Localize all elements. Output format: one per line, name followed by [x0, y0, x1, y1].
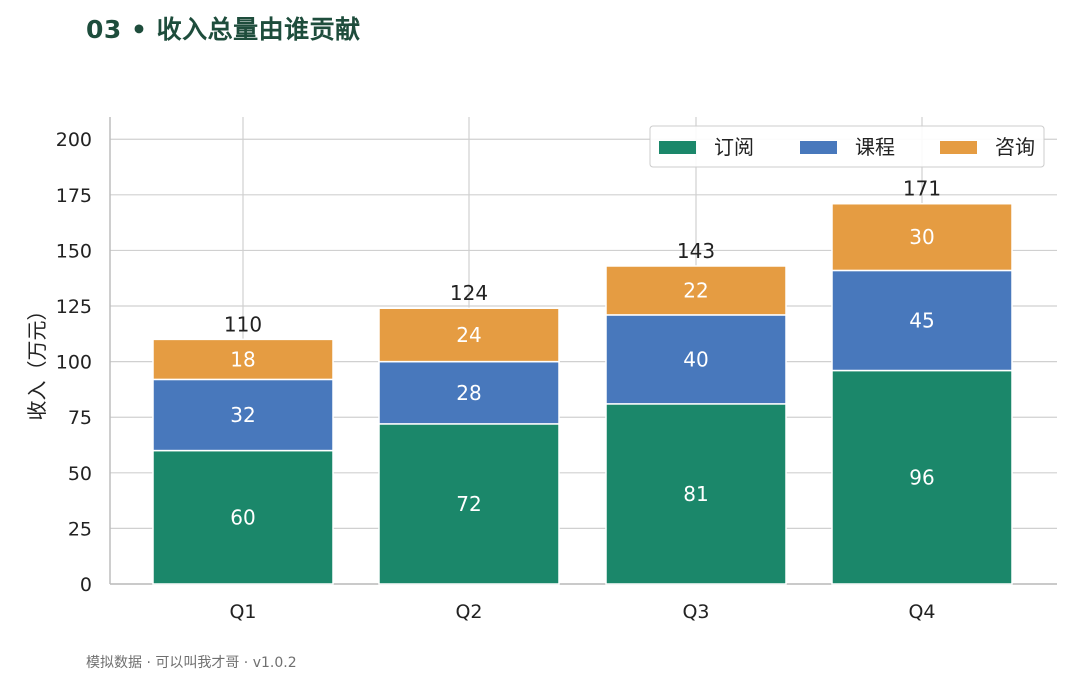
segment-label: 30 [909, 225, 934, 249]
segment-label: 32 [230, 403, 255, 427]
x-tick-label: Q3 [682, 601, 709, 623]
bar-segment [605, 403, 787, 585]
y-tick-label: 0 [80, 574, 92, 596]
total-label: 124 [450, 281, 488, 305]
bar-segment [152, 449, 334, 585]
bar-segment [605, 265, 787, 316]
footer-note: 模拟数据 · 可以叫我才哥 · v1.0.2 [86, 655, 297, 671]
legend: 订阅 课程 咨询 [649, 125, 1045, 168]
x-tick-label: Q4 [908, 601, 935, 623]
legend-label: 咨询 [995, 135, 1035, 159]
bar-segment [831, 369, 1013, 585]
legend-swatch [940, 141, 977, 154]
bar-segment [378, 360, 560, 425]
bars [152, 202, 1013, 585]
total-label: 171 [903, 177, 941, 201]
legend-label: 订阅 [714, 135, 754, 159]
y-tick-label: 150 [56, 240, 92, 262]
segment-label: 22 [683, 278, 708, 302]
y-tick-label: 100 [56, 352, 92, 374]
bar-segment [378, 423, 560, 585]
segment-label: 24 [456, 323, 481, 347]
legend-swatch [800, 141, 837, 154]
legend-box [649, 125, 1045, 168]
y-tick-label: 125 [56, 296, 92, 318]
y-tick-label: 75 [68, 407, 92, 429]
total-label: 110 [224, 312, 262, 336]
bar-segment [152, 378, 334, 452]
segment-label: 96 [909, 465, 934, 489]
segment-label: 45 [909, 308, 934, 332]
segment-label: 18 [230, 347, 255, 371]
y-tick-label: 50 [68, 463, 92, 485]
y-tick-label: 175 [56, 185, 92, 207]
bar-segment [831, 202, 1013, 272]
y-tick-label: 25 [68, 518, 92, 540]
x-tick-label: Q2 [455, 601, 482, 623]
segment-label: 72 [456, 492, 481, 516]
y-tick-label: 200 [56, 129, 92, 151]
x-tick-label: Q1 [229, 601, 256, 623]
segment-label: 60 [230, 505, 255, 529]
segment-label: 81 [683, 482, 708, 506]
bar-segment [152, 338, 334, 381]
bar-segment [831, 269, 1013, 372]
segment-label: 40 [683, 347, 708, 371]
legend-swatch [659, 141, 696, 154]
y-axis-label: 收入（万元） [25, 301, 49, 421]
total-label: 143 [677, 239, 715, 263]
bar-segment [378, 307, 560, 363]
page-title: 03 • 收入总量由谁贡献 [86, 15, 361, 44]
segment-label: 28 [456, 381, 481, 405]
legend-label: 课程 [855, 135, 895, 159]
data-labels: 60 32 18 110 72 28 24 124 81 40 22 143 96 45 30 171 [224, 177, 941, 530]
